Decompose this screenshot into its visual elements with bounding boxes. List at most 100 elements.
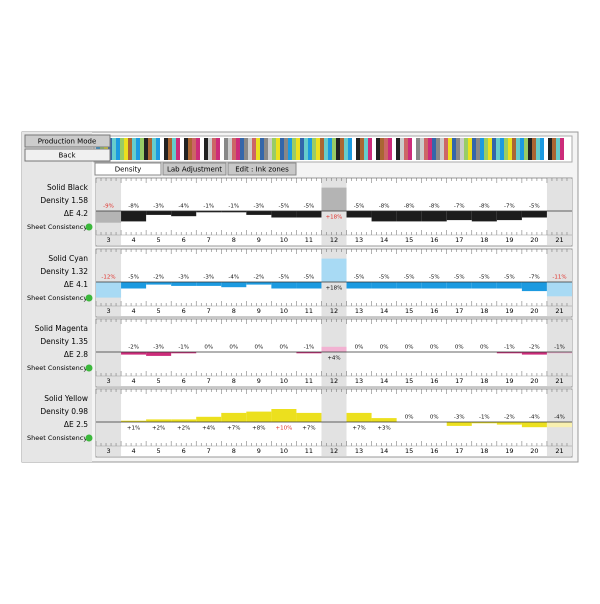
tab[interactable] <box>162 162 227 176</box>
color-patch <box>380 138 384 160</box>
deviation-label: +10% <box>275 426 292 432</box>
zone-number: 13 <box>355 307 363 315</box>
color-patch <box>184 138 188 160</box>
zone-number: 21 <box>555 307 563 315</box>
zone-number: 15 <box>405 447 413 455</box>
color-patch <box>304 138 308 160</box>
zone-number: 21 <box>555 447 563 455</box>
color-patch <box>360 138 364 160</box>
color-patch <box>336 138 340 160</box>
marked-zone <box>96 320 122 386</box>
tab[interactable] <box>227 162 297 176</box>
tab-label[interactable]: Density <box>115 166 142 174</box>
color-patch <box>140 138 144 160</box>
button-label[interactable]: Production Mode <box>38 138 97 146</box>
color-patch <box>548 138 552 160</box>
color-patch <box>320 138 324 160</box>
density: Density 1.58 <box>40 196 88 205</box>
ink-bar <box>171 211 197 217</box>
zone-number: 21 <box>555 377 563 385</box>
zone-number: 6 <box>182 447 186 455</box>
deviation-label: -8% <box>429 204 440 210</box>
deviation-label: 0% <box>355 345 364 351</box>
color-patch <box>216 138 220 160</box>
color-patch <box>384 138 388 160</box>
zone-number: 16 <box>430 377 438 385</box>
ink-bar <box>246 282 272 285</box>
color-patch <box>492 138 496 160</box>
color-patch <box>284 138 288 160</box>
ink-bar <box>146 282 172 285</box>
deviation-label: 0% <box>430 415 439 421</box>
zone-number: 9 <box>257 377 261 385</box>
color-patch <box>528 138 532 160</box>
zone-number: 16 <box>430 236 438 244</box>
color-patch <box>460 138 464 160</box>
ink-bar <box>546 352 572 354</box>
deviation-label: -5% <box>479 275 490 281</box>
button-label[interactable]: Back <box>59 152 77 160</box>
color-patch <box>408 138 412 160</box>
ink-bar <box>171 352 197 354</box>
deviation-label: -2% <box>128 345 139 351</box>
color-patch <box>488 138 492 160</box>
ink-bar <box>96 282 122 298</box>
deviation-label: -4% <box>554 415 565 421</box>
deviation-label: -2% <box>153 275 164 281</box>
color-patch <box>128 138 132 160</box>
status-dot <box>85 434 93 442</box>
ink-bar <box>221 412 247 422</box>
zone-number: 11 <box>305 377 313 385</box>
zone-number: 7 <box>207 447 211 455</box>
density: Density 0.98 <box>40 407 88 416</box>
color-patch <box>212 138 216 160</box>
zone-number: 4 <box>132 447 136 455</box>
marked-zone <box>321 320 347 386</box>
ink-bar <box>271 282 297 289</box>
status-dot <box>85 294 93 302</box>
zone-number: 20 <box>530 377 538 385</box>
color-patch <box>276 138 280 160</box>
button[interactable] <box>24 134 111 148</box>
zone-number: 12 <box>330 447 338 455</box>
color-patch <box>268 138 272 160</box>
ink-bar <box>521 422 547 428</box>
deviation-label: -7% <box>529 275 540 281</box>
ink-bar <box>546 282 572 297</box>
ink-bar <box>321 258 347 282</box>
color-patch <box>248 138 252 160</box>
ink-bar <box>396 211 422 222</box>
zone-number: 9 <box>257 307 261 315</box>
sheet-consistency: Sheet Consistency <box>27 294 87 302</box>
ink-bar <box>421 211 447 222</box>
zone-number: 20 <box>530 236 538 244</box>
ink-bar <box>496 352 522 354</box>
deviation-label: 0% <box>405 415 414 421</box>
color-patch <box>180 138 184 160</box>
deviation-label: -5% <box>404 275 415 281</box>
ink-bar <box>321 187 347 211</box>
tab[interactable] <box>94 162 162 176</box>
deviation-label: -5% <box>279 275 290 281</box>
tab-label[interactable]: Lab Adjustment <box>167 166 222 174</box>
zone-number: 12 <box>330 377 338 385</box>
color-patch <box>316 138 320 160</box>
button[interactable] <box>24 148 111 162</box>
color-patch <box>520 138 524 160</box>
color-patch <box>396 138 400 160</box>
color-patch <box>376 138 380 160</box>
zone-number: 14 <box>380 307 388 315</box>
color-patch <box>192 138 196 160</box>
color-patch <box>240 138 244 160</box>
color-patch <box>476 138 480 160</box>
deviation-label: 0% <box>455 345 464 351</box>
deviation-label: -5% <box>429 275 440 281</box>
color-patch <box>504 138 508 160</box>
color-patch <box>564 138 568 160</box>
color-patch <box>484 138 488 160</box>
ink-name: Solid Yellow <box>44 394 88 403</box>
color-patch <box>176 138 180 160</box>
zone-number: 7 <box>207 377 211 385</box>
tab-label[interactable]: Edit : Ink zones <box>235 166 289 174</box>
